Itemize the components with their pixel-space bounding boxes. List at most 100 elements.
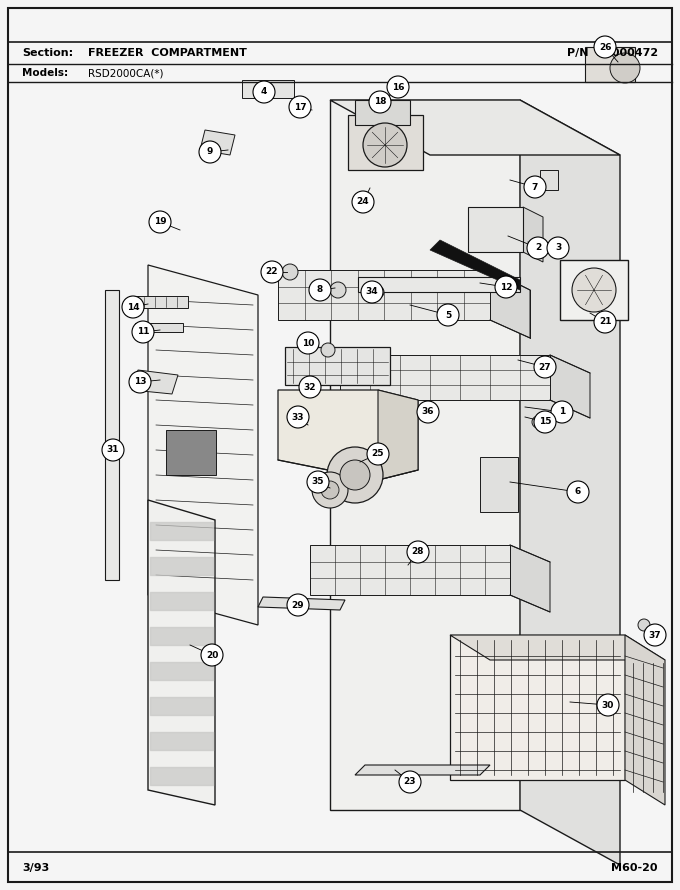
Circle shape [572,268,616,312]
Circle shape [407,541,429,563]
Circle shape [552,406,564,418]
Circle shape [361,281,383,303]
Text: 5: 5 [445,311,451,320]
Circle shape [201,644,223,666]
Polygon shape [550,355,590,418]
Text: 8: 8 [317,286,323,295]
Polygon shape [378,390,418,480]
Text: 34: 34 [366,287,378,296]
Polygon shape [450,635,665,660]
Text: 2: 2 [535,244,541,253]
Circle shape [363,123,407,167]
Circle shape [594,311,616,333]
Polygon shape [490,270,530,338]
Polygon shape [148,500,215,805]
Text: 25: 25 [372,449,384,458]
Text: 32: 32 [304,383,316,392]
Polygon shape [148,265,258,625]
Polygon shape [520,100,620,865]
Polygon shape [330,100,520,810]
Text: 18: 18 [374,98,386,107]
Text: 10: 10 [302,338,314,347]
Circle shape [287,594,309,616]
Text: Section:: Section: [22,48,73,58]
Circle shape [312,472,348,508]
Polygon shape [258,597,345,610]
Text: 29: 29 [292,601,305,610]
Text: 26: 26 [599,43,611,52]
Text: 4: 4 [261,87,267,96]
Circle shape [644,624,666,646]
Circle shape [638,619,650,631]
Circle shape [527,237,549,259]
Text: 30: 30 [602,700,614,709]
Bar [310,545,510,595]
Circle shape [422,406,434,418]
Text: 33: 33 [292,412,304,422]
Circle shape [149,211,171,233]
Text: 31: 31 [107,446,119,455]
Bar [585,47,635,82]
Text: 27: 27 [539,362,551,371]
Circle shape [199,141,221,163]
Bar [450,635,625,780]
Text: 9: 9 [207,148,214,157]
Text: 14: 14 [126,303,139,312]
Bar [480,457,518,512]
Polygon shape [510,545,550,612]
Circle shape [534,411,556,433]
Bar [166,430,216,475]
Circle shape [307,471,329,493]
Polygon shape [358,277,520,292]
Polygon shape [330,100,620,155]
Circle shape [287,406,309,428]
Bar [135,323,183,332]
Circle shape [594,36,616,58]
Bar [348,115,423,170]
Polygon shape [625,635,665,805]
Circle shape [301,338,315,352]
Bar [105,290,119,580]
Text: 20: 20 [206,651,218,659]
Circle shape [261,261,283,283]
Polygon shape [200,130,235,155]
Circle shape [387,76,409,98]
Circle shape [372,286,384,298]
Circle shape [532,416,544,428]
Text: 17: 17 [294,102,306,111]
Text: 24: 24 [357,198,369,206]
Circle shape [352,191,374,213]
Circle shape [129,371,151,393]
Text: 12: 12 [500,282,512,292]
Text: P/N  16000472: P/N 16000472 [567,48,658,58]
Circle shape [437,304,459,326]
Bar [278,270,490,320]
Text: RSD2000CA(*): RSD2000CA(*) [88,68,163,78]
Circle shape [547,237,569,259]
Text: 6: 6 [575,488,581,497]
Circle shape [610,53,640,83]
Text: 3: 3 [555,244,561,253]
Text: FREEZER  COMPARTMENT: FREEZER COMPARTMENT [88,48,247,58]
Circle shape [597,694,619,716]
Text: M60-20: M60-20 [611,863,658,873]
Text: 22: 22 [266,268,278,277]
Text: 13: 13 [134,377,146,386]
Bar [285,347,390,385]
Circle shape [289,96,311,118]
Bar [560,260,628,320]
Circle shape [327,447,383,503]
Text: 35: 35 [311,478,324,487]
Circle shape [551,401,573,423]
Bar [242,80,294,98]
Circle shape [340,460,370,490]
Text: Models:: Models: [22,68,68,78]
Circle shape [299,376,321,398]
Text: 19: 19 [154,217,167,226]
Circle shape [309,279,331,301]
Circle shape [417,401,439,423]
Text: 23: 23 [404,778,416,787]
Circle shape [524,176,546,198]
Bar [468,207,523,252]
Circle shape [321,343,335,357]
